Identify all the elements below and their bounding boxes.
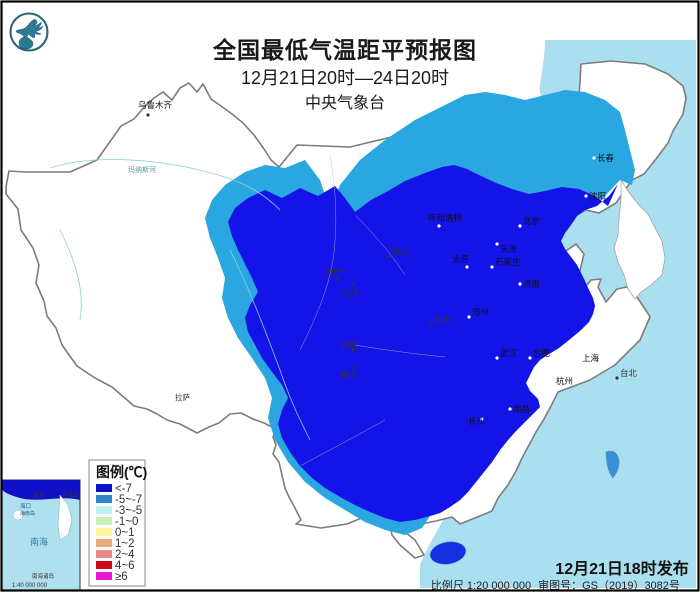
svg-text:银川: 银川	[391, 247, 408, 257]
svg-text:沈阳: 沈阳	[589, 191, 606, 201]
svg-text:1:40 000 000: 1:40 000 000	[12, 583, 48, 589]
svg-text:石家庄: 石家庄	[495, 257, 521, 267]
svg-text:长春: 长春	[597, 153, 615, 163]
svg-text:香港: 香港	[33, 491, 45, 499]
svg-text:天津: 天津	[500, 244, 518, 254]
svg-text:上海: 上海	[582, 353, 600, 363]
svg-text:合肥: 合肥	[533, 348, 551, 358]
svg-text:兰州: 兰州	[341, 288, 358, 298]
svg-text:成都: 成都	[340, 340, 358, 350]
svg-text:济南: 济南	[523, 279, 540, 289]
svg-text:台湾岛: 台湾岛	[62, 491, 79, 499]
svg-text:全国最低气温距平预报图: 全国最低气温距平预报图	[212, 37, 477, 63]
svg-text:拉萨: 拉萨	[175, 392, 190, 402]
svg-text:12月21日20时—24日20时: 12月21日20时—24日20时	[241, 68, 449, 88]
svg-text:海口: 海口	[20, 502, 31, 510]
svg-text:图例(℃): 图例(℃)	[96, 464, 147, 480]
svg-text:12月21日18时发布: 12月21日18时发布	[555, 559, 688, 578]
svg-text:太原: 太原	[452, 254, 469, 264]
svg-text:郑州: 郑州	[472, 307, 489, 317]
svg-text:南海诸岛: 南海诸岛	[32, 572, 55, 580]
svg-text:玛纳斯河: 玛纳斯河	[128, 165, 156, 174]
svg-text:杭州: 杭州	[556, 376, 573, 386]
svg-text:中央气象台: 中央气象台	[305, 94, 385, 112]
svg-text:西安: 西安	[434, 315, 451, 325]
svg-text:北京: 北京	[523, 216, 540, 226]
svg-text:呼和浩特: 呼和浩特	[428, 213, 463, 223]
svg-text:南昌: 南昌	[513, 404, 530, 414]
svg-text:台北: 台北	[620, 368, 638, 378]
svg-text:武汉: 武汉	[500, 348, 518, 358]
svg-text:≥6: ≥6	[115, 571, 128, 583]
svg-text:海南岛: 海南岛	[20, 510, 35, 517]
svg-text:南海: 南海	[30, 536, 48, 547]
svg-text:西宁: 西宁	[327, 267, 344, 277]
svg-text:长沙: 长沙	[468, 416, 486, 426]
svg-text:重庆: 重庆	[340, 370, 358, 380]
svg-text:乌鲁木齐: 乌鲁木齐	[138, 100, 173, 110]
